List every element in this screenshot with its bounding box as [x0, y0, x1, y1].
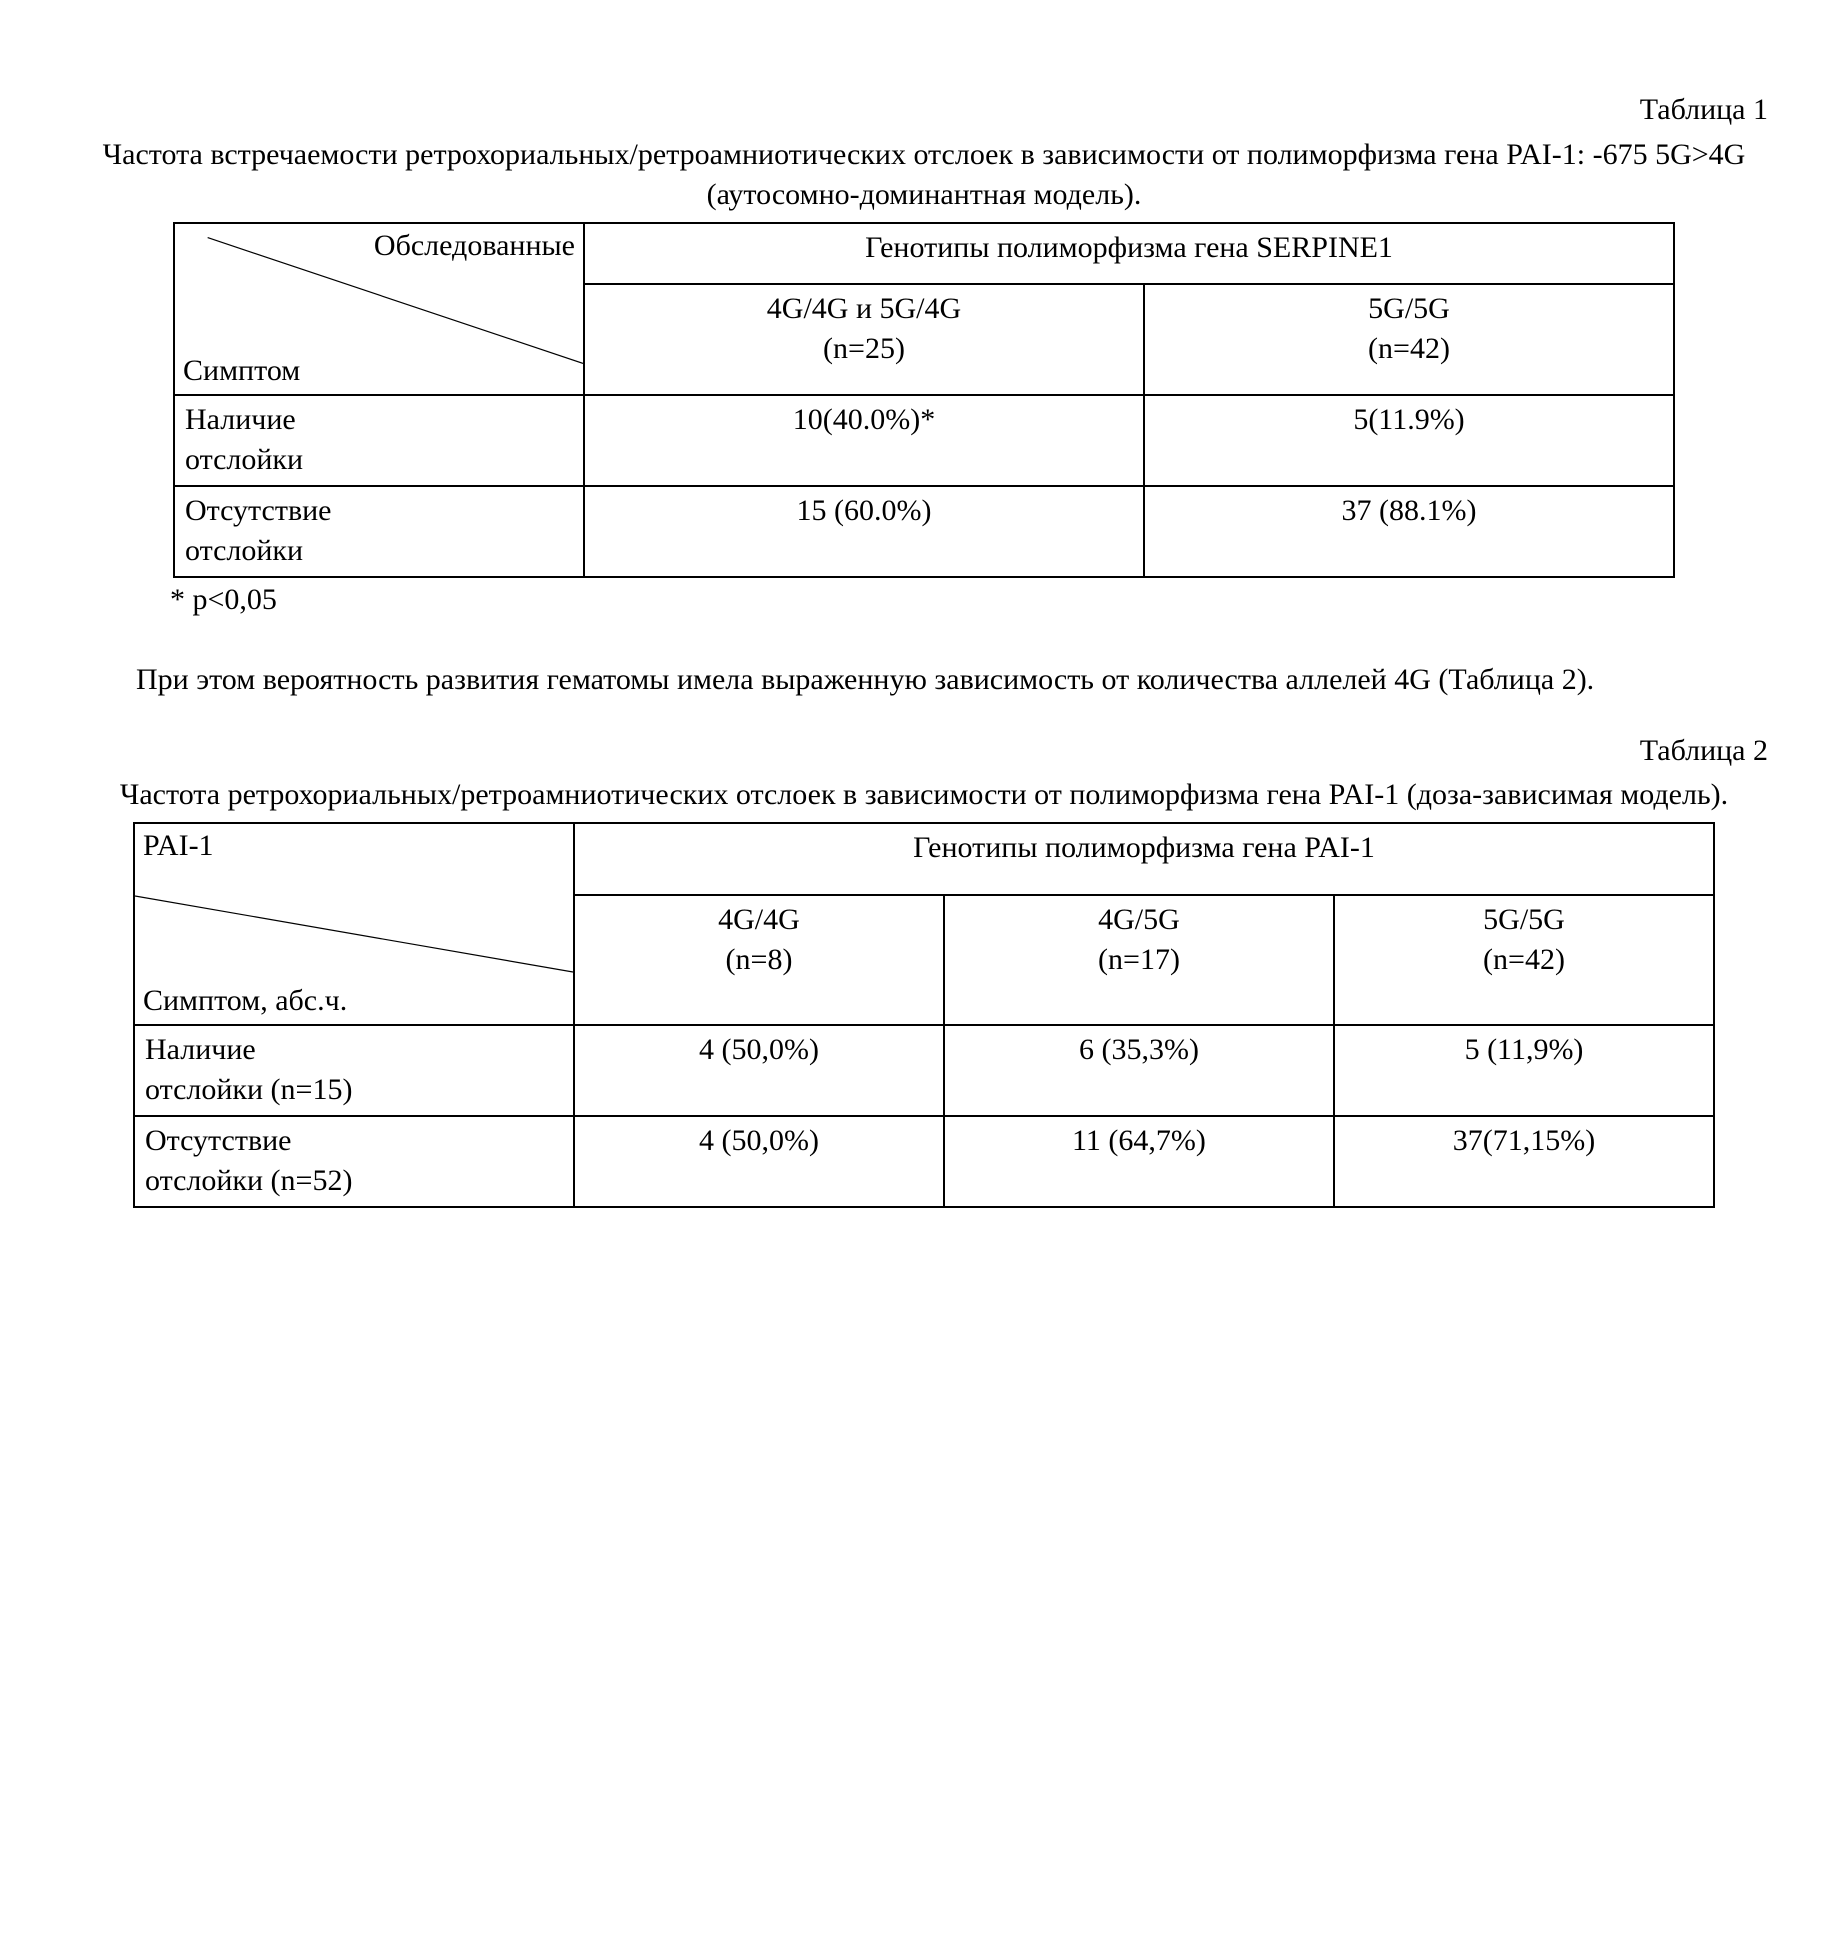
table1-diag-top: Обследованные [374, 226, 575, 267]
table-row: Отсутствие отслойки (n=52) 4 (50,0%) 11 … [134, 1116, 1714, 1207]
cell-text: (n=42) [1368, 332, 1450, 365]
table1-col2-header: 5G/5G (n=42) [1144, 284, 1674, 395]
cell-text: 5G/5G [1483, 903, 1565, 936]
table2-caption: Частота ретрохориальных/ретроамниотическ… [80, 775, 1768, 816]
cell-text: отслойки (n=15) [145, 1073, 352, 1106]
table1-label: Таблица 1 [80, 90, 1768, 131]
table1-row1-c1: 10(40.0%)* [584, 395, 1144, 486]
cell-text: отслойки [185, 443, 303, 476]
table2-diag-top: PAI-1 [143, 826, 214, 867]
table2-row2-label: Отсутствие отслойки (n=52) [134, 1116, 574, 1207]
table2: PAI-1 Симптом, абс.ч. Генотипы полиморфи… [133, 822, 1715, 1208]
body-paragraph: При этом вероятность развития гематомы и… [80, 660, 1768, 701]
table1-row1-c2: 5(11.9%) [1144, 395, 1674, 486]
table2-label: Таблица 2 [80, 731, 1768, 772]
cell-text: 4G/4G и 5G/4G [767, 292, 961, 325]
table1-diag-bottom: Симптом [183, 351, 300, 392]
table2-row2-c1: 4 (50,0%) [574, 1116, 944, 1207]
cell-text: отслойки [185, 534, 303, 567]
cell-text: 4G/4G [718, 903, 800, 936]
table2-col3-header: 5G/5G (n=42) [1334, 895, 1714, 1025]
table2-row2-c2: 11 (64,7%) [944, 1116, 1334, 1207]
table2-diag-bottom: Симптом, абс.ч. [143, 981, 347, 1022]
table-row: Отсутствие отслойки 15 (60.0%) 37 (88.1%… [174, 486, 1674, 577]
cell-text: Наличие [145, 1033, 256, 1066]
cell-text: (n=25) [823, 332, 905, 365]
table2-row2-c3: 37(71,15%) [1334, 1116, 1714, 1207]
table-row: Обследованные Симптом Генотипы полиморфи… [174, 223, 1674, 284]
cell-text: Отсутствие [185, 494, 332, 527]
table2-row1-c3: 5 (11,9%) [1334, 1025, 1714, 1116]
table-row: Наличие отслойки (n=15) 4 (50,0%) 6 (35,… [134, 1025, 1714, 1116]
table1-row2-label: Отсутствие отслойки [174, 486, 584, 577]
table1-diag-header: Обследованные Симптом [174, 223, 584, 395]
table2-diag-header: PAI-1 Симптом, абс.ч. [134, 823, 574, 1025]
table1-row1-label: Наличие отслойки [174, 395, 584, 486]
table2-header-span: Генотипы полиморфизма гена PAI-1 [574, 823, 1714, 895]
table-row: PAI-1 Симптом, абс.ч. Генотипы полиморфи… [134, 823, 1714, 895]
table2-col2-header: 4G/5G (n=17) [944, 895, 1334, 1025]
table2-row1-c1: 4 (50,0%) [574, 1025, 944, 1116]
table2-row1-label: Наличие отслойки (n=15) [134, 1025, 574, 1116]
table2-col1-header: 4G/4G (n=8) [574, 895, 944, 1025]
cell-text: Отсутствие [145, 1124, 292, 1157]
table2-row1-c2: 6 (35,3%) [944, 1025, 1334, 1116]
table1-footnote: * р<0,05 [170, 580, 1768, 621]
cell-text: (n=8) [726, 943, 793, 976]
table1-header-span: Генотипы полиморфизма гена SERPINE1 [584, 223, 1674, 284]
table1-col1-header: 4G/4G и 5G/4G (n=25) [584, 284, 1144, 395]
table1-caption: Частота встречаемости ретрохориальных/ре… [80, 135, 1768, 216]
cell-text: Наличие [185, 403, 296, 436]
cell-text: отслойки (n=52) [145, 1164, 352, 1197]
cell-text: 4G/5G [1098, 903, 1180, 936]
cell-text: 5G/5G [1368, 292, 1450, 325]
cell-text: (n=17) [1098, 943, 1180, 976]
table1: Обследованные Симптом Генотипы полиморфи… [173, 222, 1675, 578]
cell-text: (n=42) [1483, 943, 1565, 976]
table1-row2-c2: 37 (88.1%) [1144, 486, 1674, 577]
table-row: Наличие отслойки 10(40.0%)* 5(11.9%) [174, 395, 1674, 486]
table1-row2-c1: 15 (60.0%) [584, 486, 1144, 577]
